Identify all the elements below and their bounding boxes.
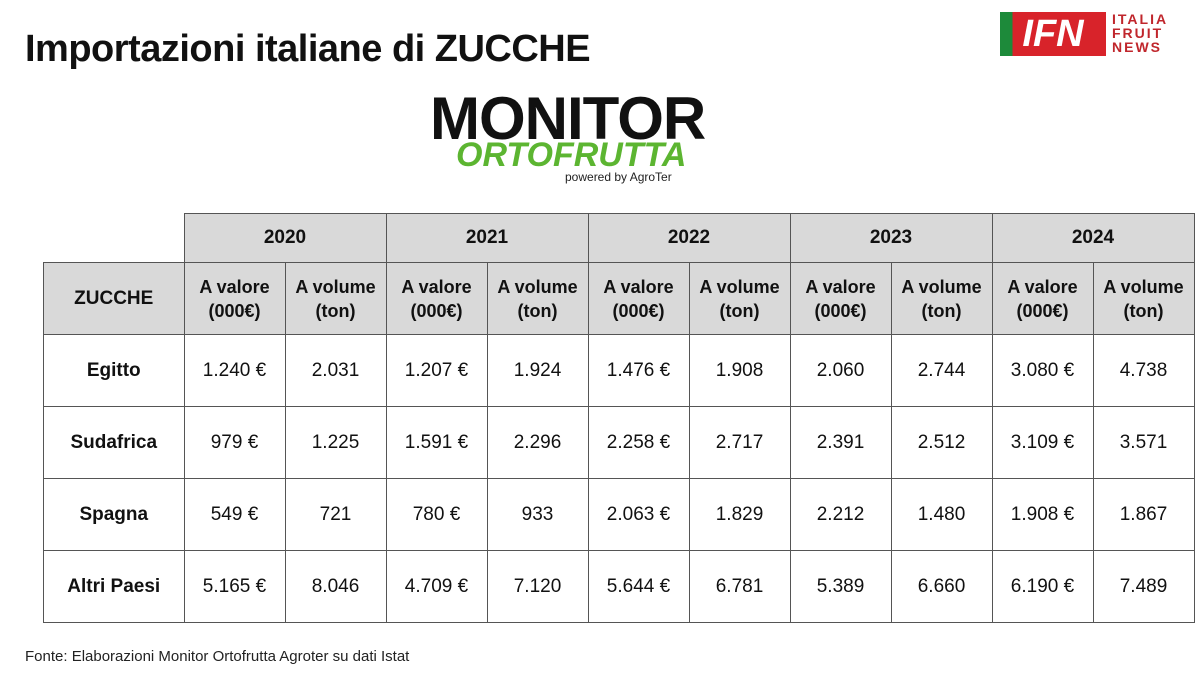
data-cell: 1.240 €: [183, 334, 286, 407]
data-cell: 5.644 €: [587, 550, 690, 623]
logo-line: ORTOFRUTTA: [456, 136, 687, 174]
data-cell: 2.060: [789, 334, 892, 407]
data-cell: 6.781: [688, 550, 791, 623]
data-cell: 2.744: [890, 334, 993, 407]
logo-lines: ITALIA FRUIT NEWS: [1112, 12, 1168, 54]
data-cell: 1.207 €: [385, 334, 488, 407]
data-cell: 2.296: [486, 406, 589, 479]
logo-mark: IFN: [1000, 12, 1106, 56]
data-row: Spagna 549 €721 780 €933 2.063 €1.829 2.212 1…: [43, 478, 1195, 551]
data-cell: 3.109 €: [991, 406, 1094, 479]
column-header: A valore (000€): [587, 262, 690, 335]
data-cell: 2.031: [284, 334, 387, 407]
logo-line: MONITOR: [430, 85, 706, 152]
data-cell: 6.190 €: [991, 550, 1094, 623]
data-cell: 7.120: [486, 550, 589, 623]
column-header: A valore (000€): [991, 262, 1094, 335]
data-cell: 1.908 €: [991, 478, 1094, 551]
column-header: A valore (000€): [183, 262, 286, 335]
row-label: Sudafrica: [43, 406, 185, 479]
year-row: 2020 2021 2022 2023 2024: [44, 213, 1195, 263]
data-cell: 5.165 €: [183, 550, 286, 623]
column-header: A volume (ton): [486, 262, 589, 335]
corner-header: ZUCCHE: [43, 262, 185, 335]
row-label: Egitto: [43, 334, 185, 407]
column-header: A volume (ton): [284, 262, 387, 335]
data-cell: 721: [284, 478, 387, 551]
data-cell: 1.591 €: [385, 406, 488, 479]
data-cell: 933: [486, 478, 589, 551]
data-cell: 2.258 €: [587, 406, 690, 479]
data-row: Altri Paesi 5.165 €8.046 4.709 €7.120 5.644…: [43, 550, 1195, 623]
data-cell: 2.212: [789, 478, 892, 551]
data-row: Egitto 1.240 €2.031 1.207 €1.924 1.476 €1.9…: [43, 334, 1195, 407]
data-cell: 2.063 €: [587, 478, 690, 551]
year-header: 2022: [587, 213, 791, 263]
data-cell: 6.660: [890, 550, 993, 623]
data-cell: 4.709 €: [385, 550, 488, 623]
data-table: 2020 2021 2022 2023 2024 ZUCCHE A valore (000€…: [43, 213, 1195, 623]
column-header: A valore (000€): [385, 262, 488, 335]
logo-powered: powered by AgroTer: [565, 170, 672, 184]
data-cell: 4.738: [1092, 334, 1195, 407]
data-cell: 780 €: [385, 478, 488, 551]
year-header: 2024: [991, 213, 1195, 263]
data-cell: 1.924: [486, 334, 589, 407]
data-cell: 1.829: [688, 478, 791, 551]
data-cell: 979 €: [183, 406, 286, 479]
year-header: 2021: [385, 213, 589, 263]
data-cell: 1.476 €: [587, 334, 690, 407]
subheader-row: ZUCCHE A valore (000€) A volume (ton) A val…: [43, 262, 1195, 335]
column-header: A volume (ton): [688, 262, 791, 335]
column-header: A valore (000€): [789, 262, 892, 335]
data-cell: 3.571: [1092, 406, 1195, 479]
logo-line: FRUIT: [1112, 25, 1164, 41]
row-label: Spagna: [43, 478, 185, 551]
title: Importazioni italiane di ZUCCHE: [25, 28, 591, 70]
logo-line: NEWS: [1112, 39, 1162, 55]
data-cell: 2.717: [688, 406, 791, 479]
monitor-logo: MONITOR ORTOFRUTTA powered by AgroTer: [430, 85, 770, 188]
data-cell: 2.391: [789, 406, 892, 479]
year-header: 2020: [183, 213, 387, 263]
data-cell: 2.512: [890, 406, 993, 479]
data-cell: 1.480: [890, 478, 993, 551]
data-cell: 549 €: [183, 478, 286, 551]
data-cell: 1.225: [284, 406, 387, 479]
data-cell: 1.908: [688, 334, 791, 407]
year-header: 2023: [789, 213, 993, 263]
data-cell: 3.080 €: [991, 334, 1094, 407]
column-header: A volume (ton): [1092, 262, 1195, 335]
ifn-logo: IFN ITALIA FRUIT NEWS: [1000, 12, 1180, 56]
data-cell: 8.046: [284, 550, 387, 623]
row-label: Altri Paesi: [43, 550, 185, 623]
logo-line: ITALIA: [1112, 11, 1169, 27]
data-row: Sudafrica 979 €1.225 1.591 €2.296 2.258 €2.…: [43, 406, 1195, 479]
data-cell: 5.389: [789, 550, 892, 623]
source-note: Fonte: Elaborazioni Monitor Ortofrutta A…: [25, 648, 410, 665]
data-cell: 1.867: [1092, 478, 1195, 551]
data-cell: 7.489: [1092, 550, 1195, 623]
column-header: A volume (ton): [890, 262, 993, 335]
blank-cell: [44, 214, 185, 263]
